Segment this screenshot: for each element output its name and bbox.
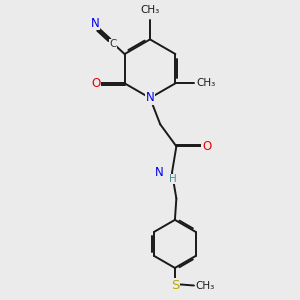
Text: H: H bbox=[169, 174, 176, 184]
Text: N: N bbox=[155, 166, 164, 179]
Text: O: O bbox=[92, 77, 101, 90]
Text: O: O bbox=[202, 140, 211, 153]
Text: C: C bbox=[109, 39, 117, 50]
Text: S: S bbox=[171, 279, 179, 292]
Text: CH₃: CH₃ bbox=[196, 78, 215, 88]
Text: N: N bbox=[91, 17, 100, 30]
Text: CH₃: CH₃ bbox=[195, 280, 215, 290]
Text: N: N bbox=[146, 92, 154, 104]
Text: CH₃: CH₃ bbox=[140, 5, 160, 15]
